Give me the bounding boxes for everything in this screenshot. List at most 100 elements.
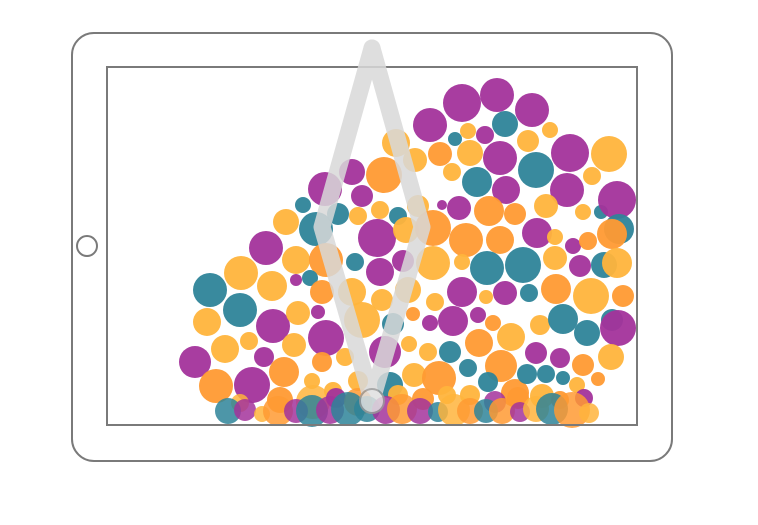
bubble	[402, 363, 426, 387]
bubble	[346, 253, 364, 271]
bubble	[504, 203, 526, 225]
bubble	[600, 310, 636, 346]
bubble	[406, 307, 420, 321]
bubble	[602, 248, 632, 278]
bubble	[269, 357, 299, 387]
bubble	[480, 78, 514, 112]
bubble	[312, 352, 332, 372]
bubble	[443, 84, 481, 122]
bubble	[358, 219, 396, 257]
bubble	[193, 273, 227, 307]
bubble	[520, 284, 538, 302]
bubble	[518, 152, 554, 188]
bubble	[249, 231, 283, 265]
bubble	[515, 93, 549, 127]
bubble	[525, 342, 547, 364]
bubble	[574, 320, 600, 346]
bubble	[485, 315, 501, 331]
bubble	[505, 247, 541, 283]
bubble	[543, 246, 567, 270]
bubble	[478, 372, 498, 392]
bubble	[234, 399, 256, 421]
bubble	[591, 136, 627, 172]
bubble	[522, 218, 552, 248]
bubble	[447, 196, 471, 220]
bubble	[449, 223, 483, 257]
bubble	[438, 306, 468, 336]
bubble	[550, 348, 570, 368]
bubble	[598, 344, 624, 370]
bubble	[254, 347, 274, 367]
bubble	[534, 194, 558, 218]
bubble	[240, 332, 258, 350]
bubble	[547, 229, 563, 245]
bubble	[486, 226, 514, 254]
bubble	[371, 201, 389, 219]
bubble	[591, 372, 605, 386]
bubble	[407, 398, 433, 424]
pinch-gesture-icon	[313, 39, 431, 414]
bubble	[304, 373, 320, 389]
bubble	[286, 301, 310, 325]
bubble	[579, 403, 599, 423]
bubble	[311, 305, 325, 319]
bubble	[454, 254, 470, 270]
bubble	[470, 251, 504, 285]
bubble	[460, 123, 476, 139]
bubble	[457, 140, 483, 166]
bubble	[551, 134, 589, 172]
bubble	[462, 167, 492, 197]
bubble	[470, 307, 486, 323]
bubble	[448, 132, 462, 146]
bubble	[489, 398, 515, 424]
bubble	[224, 256, 258, 290]
bubble	[428, 142, 452, 166]
gesture-arm-left	[313, 39, 381, 409]
bubble	[366, 157, 402, 193]
bubble	[426, 293, 444, 311]
bubble	[413, 108, 447, 142]
bubble	[366, 258, 394, 286]
bubble	[493, 281, 517, 305]
bubble	[550, 173, 584, 207]
bubble	[476, 126, 494, 144]
bubble	[579, 232, 597, 250]
gesture-touch-point	[359, 388, 385, 414]
bubble	[302, 270, 318, 286]
bubble	[422, 315, 438, 331]
bubble	[530, 315, 550, 335]
bubble	[541, 274, 571, 304]
bubble	[548, 304, 578, 334]
bubble	[569, 255, 591, 277]
bubble	[497, 323, 525, 351]
bubble	[598, 181, 636, 219]
bubble	[492, 111, 518, 137]
bubble	[179, 346, 211, 378]
bubble	[597, 219, 627, 249]
home-button[interactable]	[76, 235, 98, 257]
bubble	[479, 290, 493, 304]
bubble	[331, 392, 365, 426]
bubble	[310, 280, 334, 304]
gesture-arm-right	[363, 39, 431, 409]
bubble	[474, 196, 504, 226]
bubble	[517, 130, 539, 152]
bubble	[517, 364, 537, 384]
bubble	[542, 122, 558, 138]
bubble	[257, 271, 287, 301]
bubble	[234, 367, 270, 403]
bubble	[193, 308, 221, 336]
bubble	[199, 369, 233, 403]
bubble	[465, 329, 493, 357]
bubble	[612, 285, 634, 307]
bubble	[290, 274, 302, 286]
bubble	[583, 167, 601, 185]
bubble	[575, 204, 591, 220]
bubble	[349, 207, 367, 225]
bubble	[416, 246, 450, 280]
bubble	[492, 176, 520, 204]
bubble	[447, 277, 477, 307]
bubble	[401, 336, 417, 352]
bubble	[273, 209, 299, 235]
